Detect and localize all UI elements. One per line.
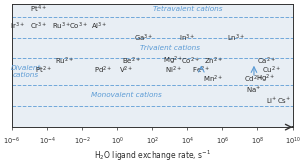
Text: Cd$^{2+}$: Cd$^{2+}$ [244, 74, 264, 85]
Text: Monovalent cations: Monovalent cations [91, 92, 161, 98]
Text: Al$^{3+}$: Al$^{3+}$ [92, 21, 108, 32]
Text: Ni$^{2+}$: Ni$^{2+}$ [165, 65, 182, 76]
Text: Cu$^{2+}$: Cu$^{2+}$ [262, 65, 281, 76]
Text: Cr$^{3+}$: Cr$^{3+}$ [29, 21, 47, 32]
Text: Ru$^{3+}$: Ru$^{3+}$ [52, 21, 71, 32]
Text: Mn$^{2+}$: Mn$^{2+}$ [203, 74, 224, 85]
Text: Ir$^{3+}$: Ir$^{3+}$ [10, 21, 25, 32]
Text: Ru$^{2+}$: Ru$^{2+}$ [55, 56, 74, 67]
Text: Co$^{3+}$: Co$^{3+}$ [69, 21, 88, 32]
Text: Li$^{+}$: Li$^{+}$ [266, 96, 277, 106]
Text: Hg$^{2+}$: Hg$^{2+}$ [257, 73, 276, 85]
Text: Be$^{2+}$: Be$^{2+}$ [122, 56, 141, 67]
Text: Divalent
cations: Divalent cations [11, 65, 41, 78]
Text: Mg$^{2+}$: Mg$^{2+}$ [163, 55, 183, 67]
Text: Ga$^{3+}$: Ga$^{3+}$ [134, 33, 153, 44]
Text: Pd$^{2+}$: Pd$^{2+}$ [94, 65, 112, 76]
X-axis label: H$_2$O ligand exchange rate, s$^{-1}$: H$_2$O ligand exchange rate, s$^{-1}$ [94, 148, 211, 163]
Text: V$^{2+}$: V$^{2+}$ [119, 65, 133, 76]
Text: In$^{3+}$: In$^{3+}$ [179, 33, 195, 44]
Text: Zn$^{2+}$: Zn$^{2+}$ [204, 56, 223, 67]
Text: Ln$^{3+}$: Ln$^{3+}$ [227, 33, 246, 44]
Text: Trivalent cations: Trivalent cations [140, 45, 200, 51]
Text: Na$^{+}$: Na$^{+}$ [246, 85, 261, 95]
Text: Cs$^{+}$: Cs$^{+}$ [277, 96, 291, 106]
Text: Pt$^{4+}$: Pt$^{4+}$ [30, 3, 47, 15]
Text: Fe$^{2+}$: Fe$^{2+}$ [192, 65, 210, 76]
Text: Tetravalent cations: Tetravalent cations [153, 6, 222, 12]
Text: Ca$^{2+}$: Ca$^{2+}$ [257, 56, 276, 67]
Text: Pt$^{2+}$: Pt$^{2+}$ [35, 65, 52, 76]
Text: Co$^{2+}$: Co$^{2+}$ [181, 56, 200, 67]
